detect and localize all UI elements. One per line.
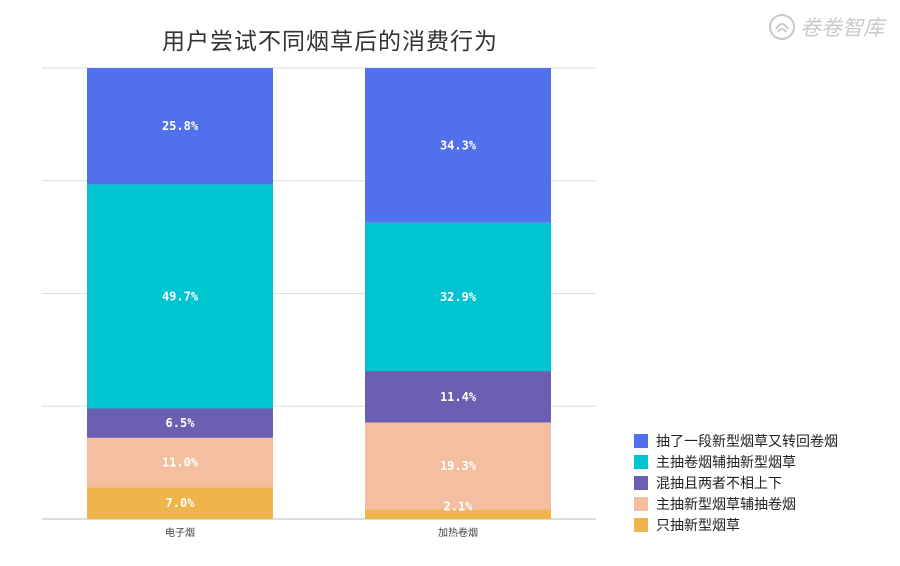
watermark-logo-icon: [769, 14, 795, 40]
bar-segment: [87, 408, 273, 438]
legend-item: 主抽卷烟辅抽新型烟草: [634, 451, 838, 472]
bar-segment: [87, 68, 273, 185]
legend-swatch: [634, 496, 648, 511]
chart-title: 用户尝试不同烟草后的消费行为: [162, 29, 498, 55]
bar-segment: [365, 509, 551, 519]
x-tick-labels: 电子烟 加热卷烟: [165, 526, 478, 539]
bar-value-label: 7.0%: [166, 496, 196, 510]
bar-value-label: 2.1%: [444, 500, 474, 514]
bar-value-labels: 7.0% 11.0% 6.5% 49.7% 25.8% 2.1% 19.3% 11.4% 32.…: [162, 119, 477, 513]
legend-swatch: [634, 433, 648, 448]
watermark-text: 卷卷智库: [800, 16, 884, 40]
x-tick-label: 加热卷烟: [438, 526, 478, 539]
legend-label: 只抽新型烟草: [656, 517, 740, 534]
bar-value-label: 49.7%: [162, 289, 199, 303]
bar-value-label: 11.4%: [440, 390, 477, 404]
legend-swatch: [634, 454, 648, 469]
bar-value-label: 19.3%: [440, 459, 477, 473]
legend-item: 主抽新型烟草辅抽卷烟: [634, 493, 838, 514]
bar-segment: [87, 184, 273, 409]
bars: [87, 68, 551, 519]
legend-label: 主抽新型烟草辅抽卷烟: [656, 496, 796, 513]
legend-label: 主抽卷烟辅抽新型烟草: [656, 454, 796, 471]
bar-value-label: 34.3%: [440, 138, 477, 152]
bar-value-label: 11.0%: [162, 456, 199, 470]
legend-label: 抽了一段新型烟草又转回卷烟: [656, 433, 838, 450]
bar-segment: [365, 371, 551, 423]
legend-item: 只抽新型烟草: [634, 514, 838, 535]
bar-segment: [365, 222, 551, 372]
bar-segment: [87, 487, 273, 519]
legend-swatch: [634, 517, 648, 532]
watermark: 卷卷智库: [768, 10, 884, 44]
x-tick-label: 电子烟: [165, 526, 195, 539]
bar-value-label: 6.5%: [166, 416, 196, 430]
legend-item: 混抽且两者不相上下: [634, 472, 838, 493]
bar-segment: [365, 422, 551, 510]
bar-segment: [87, 437, 273, 488]
bar-segment: [365, 68, 551, 223]
legend-swatch: [634, 475, 648, 490]
bar-value-label: 25.8%: [162, 119, 199, 133]
legend-label: 混抽且两者不相上下: [656, 475, 782, 492]
legend-item: 抽了一段新型烟草又转回卷烟: [634, 430, 838, 451]
bar-value-label: 32.9%: [440, 290, 477, 304]
legend: 抽了一段新型烟草又转回卷烟 主抽卷烟辅抽新型烟草 混抽且两者不相上下 主抽新型烟草辅抽…: [634, 430, 838, 535]
